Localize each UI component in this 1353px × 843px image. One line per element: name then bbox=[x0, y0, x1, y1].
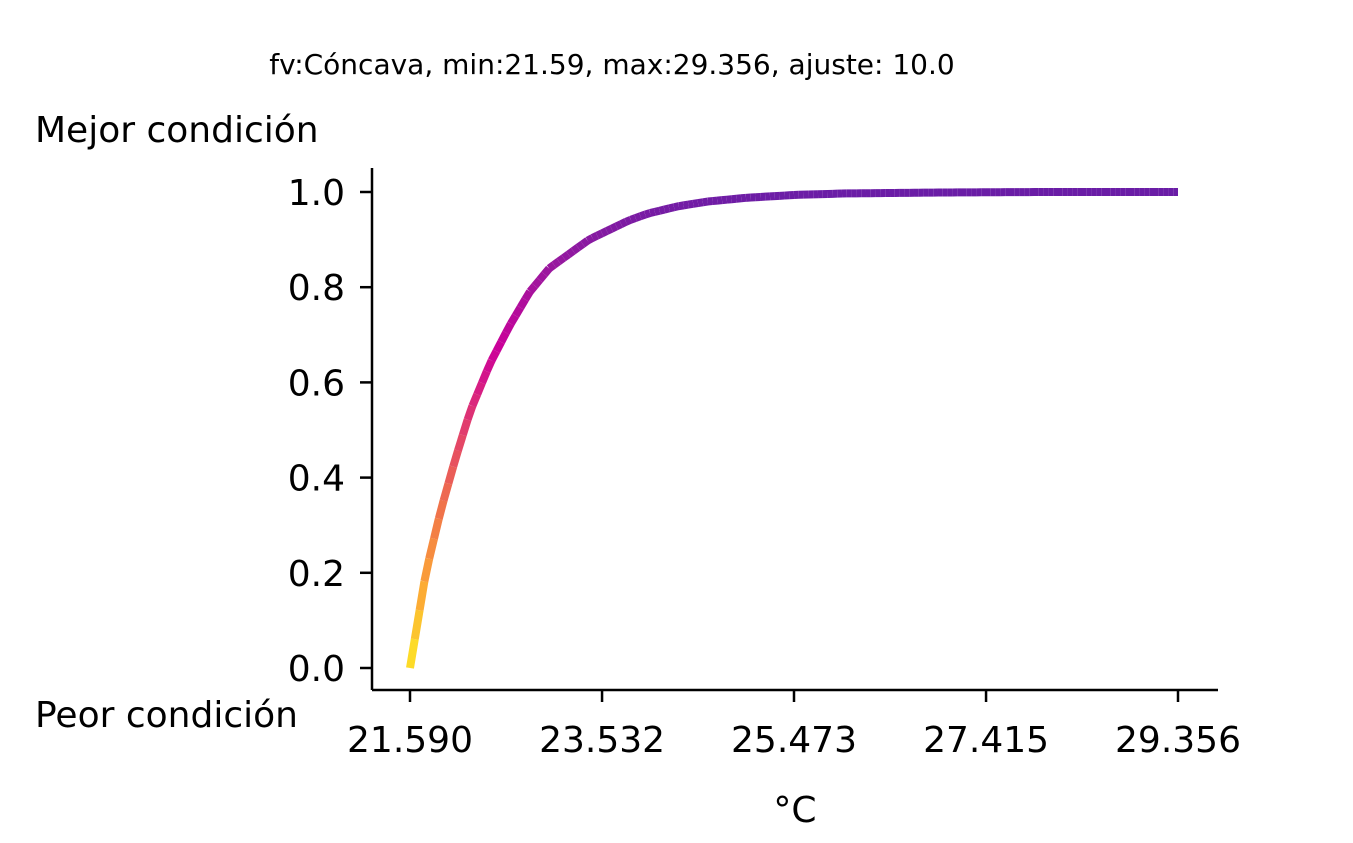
curve-segment bbox=[580, 237, 590, 248]
x-tick-label: 27.415 bbox=[923, 720, 1049, 761]
curve-segment bbox=[590, 232, 599, 242]
curve-segment bbox=[614, 220, 623, 231]
curve-segment bbox=[483, 358, 496, 373]
curve-segment bbox=[507, 313, 520, 326]
curve-segment bbox=[492, 340, 505, 354]
curve-segment bbox=[425, 537, 438, 560]
curve-segment bbox=[521, 289, 534, 302]
curve-segment bbox=[551, 258, 562, 269]
curve-segment bbox=[653, 206, 661, 216]
curve-segment bbox=[468, 392, 481, 408]
curve-segment bbox=[600, 227, 609, 237]
curve-segment bbox=[546, 261, 557, 272]
curve-segment bbox=[434, 499, 448, 520]
curve-segment bbox=[570, 244, 581, 255]
curve-segment bbox=[531, 277, 543, 289]
chart-title: fv:Cóncava, min:21.59, max:29.356, ajust… bbox=[269, 48, 954, 81]
x-tick-label: 29.356 bbox=[1115, 720, 1241, 761]
curve-segment bbox=[497, 330, 510, 344]
curve-segment bbox=[624, 216, 633, 226]
curve-segment bbox=[595, 229, 604, 240]
curve-segment bbox=[444, 465, 458, 485]
curve-segment bbox=[536, 271, 548, 283]
curve-segment bbox=[668, 203, 675, 213]
curve-segment bbox=[430, 517, 443, 540]
curve-segment bbox=[658, 205, 666, 215]
y-label-top: Mejor condición bbox=[35, 110, 319, 151]
curve-segment bbox=[458, 418, 472, 437]
curve-segment bbox=[420, 557, 434, 583]
x-tick-label: 21.590 bbox=[347, 720, 473, 761]
y-tick-label: 0.2 bbox=[288, 554, 345, 595]
curve-segment bbox=[634, 212, 642, 222]
y-ticks: 0.0 0.2 0.4 0.6 0.8 1.0 bbox=[288, 173, 372, 690]
curve-segment bbox=[463, 404, 477, 422]
x-tick-label: 25.473 bbox=[731, 720, 857, 761]
curve-segment bbox=[605, 225, 614, 235]
curve-segment bbox=[585, 234, 595, 245]
curve-segment bbox=[697, 198, 704, 208]
curve-segment bbox=[410, 609, 424, 640]
curve-segment bbox=[643, 209, 652, 219]
curve-segments bbox=[406, 188, 1178, 669]
curve-segment bbox=[678, 201, 685, 211]
y-tick-label: 0.0 bbox=[288, 649, 345, 690]
curve-segment bbox=[541, 265, 553, 277]
curve-segment bbox=[449, 449, 462, 468]
curve-segment bbox=[673, 202, 680, 212]
curve-segment bbox=[478, 369, 491, 385]
curve-segment bbox=[556, 254, 566, 265]
y-tick-label: 1.0 bbox=[288, 173, 345, 214]
curve-segment bbox=[439, 482, 453, 502]
curve-segment bbox=[649, 207, 656, 217]
curve-segment bbox=[682, 200, 690, 210]
curve-segment bbox=[619, 218, 628, 228]
curve-segment bbox=[512, 305, 524, 318]
y-tick-label: 0.4 bbox=[288, 459, 345, 500]
x-tick-label: 23.532 bbox=[539, 720, 665, 761]
curve-segment bbox=[629, 214, 637, 224]
curve-segment bbox=[415, 580, 429, 611]
curve-segment bbox=[702, 197, 709, 207]
y-tick-label: 0.6 bbox=[288, 363, 345, 404]
curve-segment bbox=[575, 240, 586, 251]
curve-segment bbox=[473, 381, 486, 396]
curve-segment bbox=[502, 321, 515, 335]
curve-segment bbox=[406, 638, 419, 669]
x-axis-label: °C bbox=[773, 790, 816, 831]
y-label-bottom: Peor condición bbox=[35, 695, 298, 736]
curve-segment bbox=[663, 204, 671, 214]
curve-segment bbox=[561, 251, 571, 262]
curve-segment bbox=[526, 283, 538, 295]
x-ticks: 21.590 23.532 25.473 27.415 29.356 bbox=[347, 690, 1241, 761]
curve-segment bbox=[692, 199, 699, 208]
curve-segment bbox=[609, 222, 619, 233]
curve-segment bbox=[687, 199, 694, 209]
curve-segment bbox=[639, 210, 647, 221]
curve-segment bbox=[454, 433, 467, 452]
curve-segment bbox=[516, 297, 529, 310]
y-tick-label: 0.8 bbox=[288, 268, 345, 309]
curve-segment bbox=[488, 349, 500, 363]
curve-segment bbox=[566, 247, 576, 258]
